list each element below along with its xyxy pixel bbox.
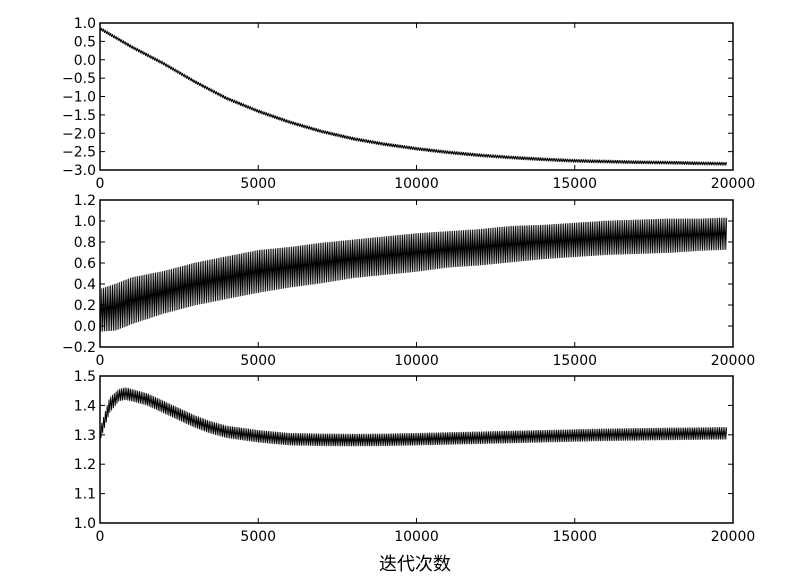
y-tick-label: 1.2: [74, 457, 96, 473]
x-tick-label: 5000: [240, 353, 276, 369]
y-tick-label: −1.0: [62, 90, 96, 106]
x-tick-label: 0: [96, 176, 105, 192]
y-tick-label: 0.0: [74, 53, 96, 69]
y-tick-label: 1.5: [74, 369, 96, 385]
y-tick-label: −2.0: [62, 126, 96, 142]
y-tick-label: −3.0: [62, 163, 96, 179]
y-tick-label: 1.2: [74, 193, 96, 209]
y-tick-label: 0.6: [74, 256, 96, 272]
y-tick-label: 0.4: [74, 277, 96, 293]
y-tick-label: 0.0: [74, 319, 96, 335]
y-tick-label: 0.5: [74, 34, 96, 50]
x-tick-label: 20000: [711, 529, 756, 545]
x-tick-label: 0: [96, 353, 105, 369]
y-tick-label: 1.3: [74, 428, 96, 444]
y-tick-label: −1.5: [62, 108, 96, 124]
y-tick-label: 1.0: [74, 214, 96, 230]
chart-panel-3: 0 5000 10000 15000 20000 1.5 1.4 1.3 1.2 1.1 1.0: [74, 369, 756, 545]
panels: 0 5000 10000 15000 20000 1.0 0.5 0.0 −0.5 −1.0 −1.…: [62, 16, 755, 545]
x-tick-label: 0: [96, 529, 105, 545]
x-axis-label: 迭代次数: [379, 554, 451, 575]
x-tick-label: 15000: [552, 353, 597, 369]
y-tick-label: −2.5: [62, 145, 96, 161]
x-tick-label: 5000: [240, 529, 276, 545]
x-tick-label: 10000: [394, 529, 439, 545]
y-tick-label: −0.2: [62, 340, 96, 356]
y-tick-label: 1.0: [74, 516, 96, 532]
y-tick-label: 0.2: [74, 298, 96, 314]
x-tick-label: 15000: [552, 176, 597, 192]
x-tick-label: 10000: [394, 353, 439, 369]
chart-panel-1: 0 5000 10000 15000 20000 1.0 0.5 0.0 −0.5 −1.0 −1.…: [62, 16, 755, 192]
series-line-1: [99, 387, 728, 447]
x-tick-label: 10000: [394, 176, 439, 192]
y-tick-label: 1.1: [74, 487, 96, 503]
x-tick-label: 20000: [711, 353, 756, 369]
x-tick-label: 5000: [240, 176, 276, 192]
y-tick-label: 1.4: [74, 398, 96, 414]
y-tick-label: 1.0: [74, 16, 96, 32]
x-tick-label: 15000: [552, 529, 597, 545]
x-tick-label: 20000: [711, 176, 756, 192]
series-line-1: [99, 26, 728, 166]
y-tick-label: 0.8: [74, 235, 96, 251]
series-line-1: [99, 217, 728, 332]
y-tick-label: −0.5: [62, 71, 96, 87]
chart-panel-2: 0 5000 10000 15000 20000 1.2 1.0 0.8 0.6 0.4 0.2 0.…: [62, 193, 755, 369]
